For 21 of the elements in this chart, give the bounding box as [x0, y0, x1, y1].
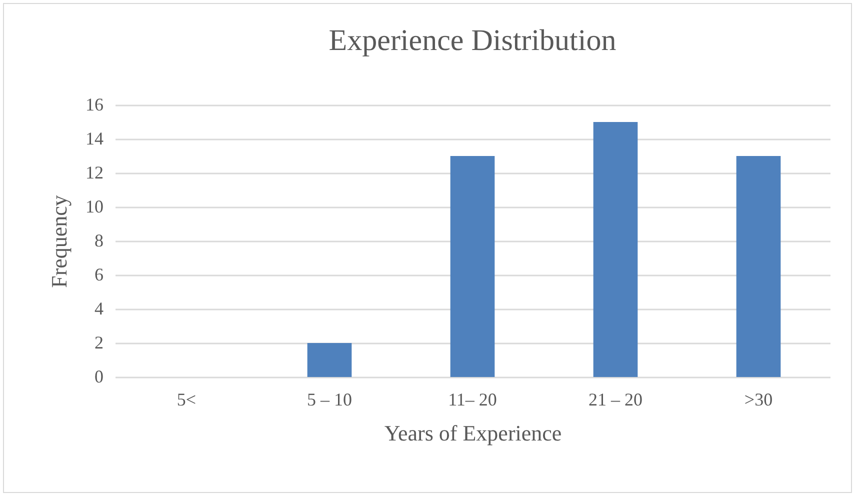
x-tick-label: >30	[744, 390, 773, 410]
y-tick-label: 6	[94, 264, 104, 284]
bar	[307, 343, 352, 377]
y-tick-label: 8	[94, 230, 104, 250]
x-axis-title: Years of Experience	[384, 420, 562, 446]
y-axis-title: Frequency	[46, 195, 72, 288]
y-tick-label: 14	[86, 128, 104, 148]
y-tick-label: 10	[86, 196, 104, 216]
y-tick-label: 4	[94, 298, 104, 318]
y-tick-label: 16	[86, 94, 104, 114]
y-tick-label: 0	[94, 366, 104, 386]
x-tick-label: 21 – 20	[588, 390, 642, 410]
x-tick-label: 5<	[176, 390, 196, 410]
bar	[450, 156, 495, 377]
x-tick-label: 5 – 10	[307, 390, 352, 410]
y-tick-label: 12	[86, 162, 104, 182]
x-tick-label: 11– 20	[448, 390, 497, 410]
bar	[736, 156, 781, 377]
y-tick-label: 2	[94, 332, 104, 352]
chart-title: Experience Distribution	[328, 24, 616, 57]
bar	[593, 122, 638, 377]
